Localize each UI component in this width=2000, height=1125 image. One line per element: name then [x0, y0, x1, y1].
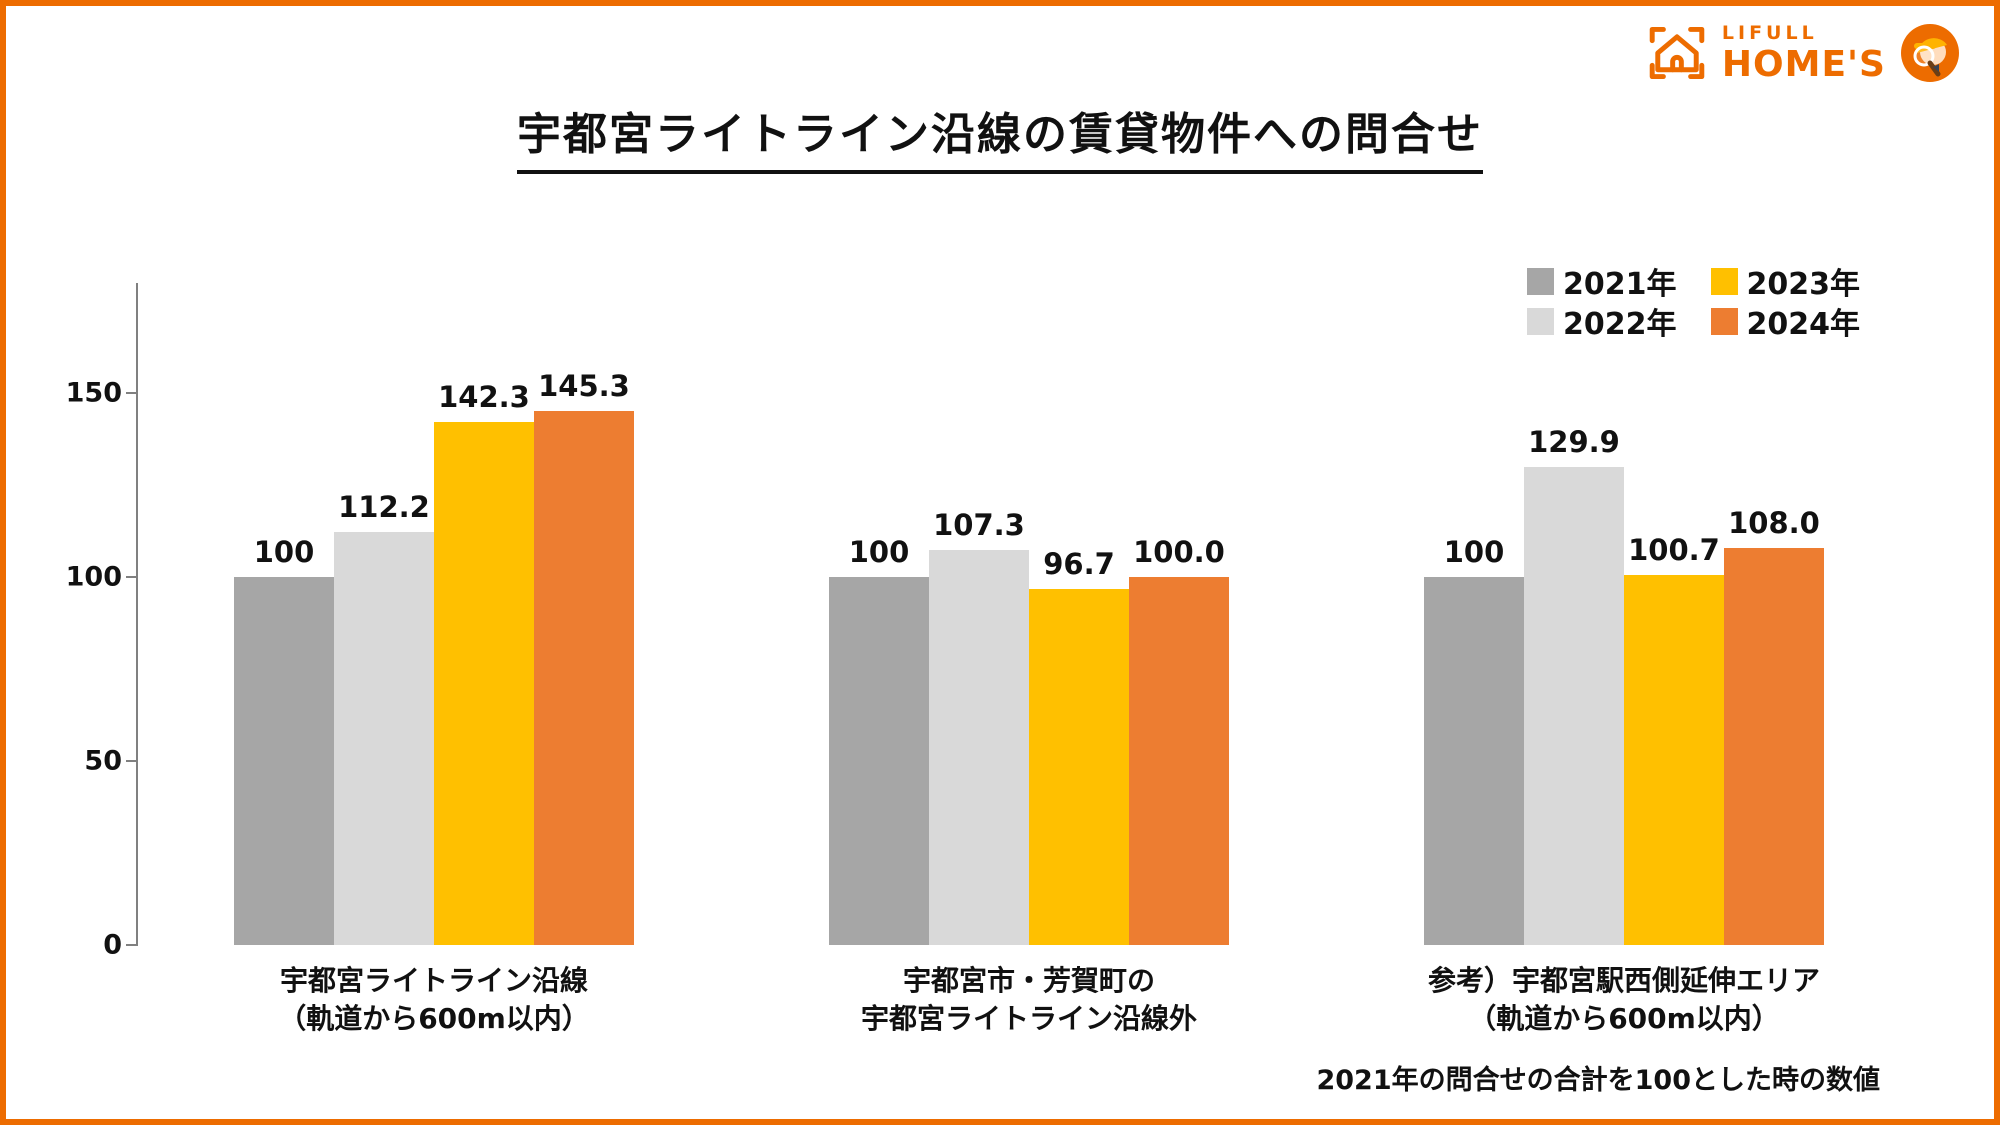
legend-label: 2024年	[1746, 307, 1861, 342]
y-axis-tick	[126, 944, 138, 946]
bar-value-label: 129.9	[1528, 425, 1620, 460]
category-label-line: 宇都宮ライトライン沿線外	[860, 1002, 1197, 1035]
y-axis-tick-label: 50	[84, 745, 122, 777]
bar-2022年-group3	[1524, 467, 1624, 945]
category-label-line: 参考）宇都宮駅西側延伸エリア	[1427, 964, 1820, 997]
bar-value-label: 142.3	[438, 379, 530, 414]
y-axis-tick-label: 150	[65, 377, 122, 409]
logo-wordmark: LIFULL HOME'S	[1721, 21, 1886, 85]
bar-2023年-group2	[1029, 589, 1129, 945]
legend-item-2023年: 2023年	[1710, 262, 1861, 302]
lifull-homes-logo: LIFULL HOME'S	[1646, 22, 1960, 84]
page-title-text: 宇都宮ライトライン沿線の賃貸物件への問合せ	[517, 98, 1483, 174]
bar-value-label: 96.7	[1043, 547, 1115, 582]
category-label-line: 宇都宮市・芳賀町の	[902, 964, 1155, 997]
chart-footnote: 2021年の問合せの合計を100とした時の数値	[1316, 1065, 1880, 1096]
y-axis-tick	[126, 392, 138, 395]
bar-2022年-group1	[334, 532, 434, 945]
bar-2023年-group1	[434, 421, 534, 945]
chart-legend: 2021年 2022年 2023年 2024年	[1527, 262, 1861, 342]
category-label-line: （軌道から600m以内）	[1468, 1002, 1780, 1035]
logo-homes-text: HOME'S	[1721, 43, 1886, 85]
bar-value-label: 100	[253, 535, 315, 570]
category-label-line: （軌道から600m以内）	[278, 1002, 590, 1035]
category-label-group3: 参考）宇都宮駅西側延伸エリア （軌道から600m以内）	[1304, 962, 1944, 1038]
legend-label: 2023年	[1746, 267, 1861, 302]
bar-2024年-group1	[534, 410, 634, 945]
legend-swatch	[1527, 267, 1554, 295]
bar-value-label: 108.0	[1728, 505, 1820, 540]
bar-value-label: 100.7	[1628, 532, 1720, 567]
category-label-line: 宇都宮ライトライン沿線	[279, 964, 588, 997]
y-axis-tick-label: 0	[103, 929, 122, 961]
legend-label: 2021年	[1563, 267, 1677, 302]
bar-2021年-group3	[1424, 577, 1524, 945]
legend-swatch	[1710, 307, 1738, 335]
bar-2022年-group2	[929, 550, 1029, 945]
bar-value-label: 107.3	[933, 508, 1025, 543]
bar-value-label: 100.0	[1133, 535, 1225, 570]
category-label-group2: 宇都宮市・芳賀町の宇都宮ライトライン沿線外	[709, 962, 1349, 1038]
bar-value-label: 112.2	[338, 490, 430, 525]
legend-label: 2022年	[1563, 307, 1677, 342]
logo-lifull-text: LIFULL	[1721, 21, 1818, 44]
house-viewfinder-icon	[1649, 26, 1705, 80]
bar-2024年-group2	[1129, 577, 1229, 945]
y-axis-tick	[126, 576, 138, 579]
legend-item-2021年: 2021年	[1527, 262, 1677, 302]
chart-plot-area: 0 50 100 150 100 112.2 142.3 145.3 宇都宮ライトライン沿線 （軌…	[66, 283, 1852, 1035]
legend-swatch	[1710, 267, 1738, 295]
legend-swatch	[1527, 307, 1554, 335]
page-title: 宇都宮ライトライン沿線の賃貸物件への問合せ	[6, 98, 1994, 174]
bar-2021年-group1	[234, 577, 334, 945]
legend-item-2022年: 2022年	[1527, 302, 1677, 342]
bar-value-label: 145.3	[538, 368, 630, 403]
bar-value-label: 100	[1443, 535, 1505, 570]
bar-2023年-group3	[1624, 574, 1724, 945]
category-label-group1: 宇都宮ライトライン沿線 （軌道から600m以内）	[114, 962, 754, 1038]
legend-item-2024年: 2024年	[1710, 302, 1861, 342]
homes-mascot-icon	[1901, 24, 1959, 82]
bar-value-label: 100	[848, 535, 910, 570]
bar-2024年-group3	[1724, 547, 1824, 945]
bar-2021年-group2	[829, 577, 929, 945]
y-axis-tick-label: 100	[65, 561, 122, 593]
y-axis-tick	[126, 760, 138, 763]
